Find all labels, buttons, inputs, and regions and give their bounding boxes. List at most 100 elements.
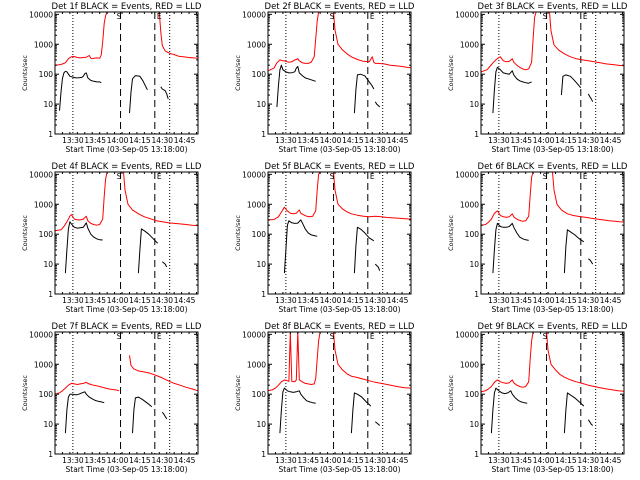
- y-tick-label: 100: [465, 230, 480, 239]
- x-axis-label: Start Time (03-Sep-05 13:18:00): [492, 145, 614, 154]
- x-axis-label: Start Time (03-Sep-05 13:18:00): [492, 465, 614, 474]
- panel-title: Det 4f BLACK = Events, RED = LLD: [52, 162, 202, 172]
- lld-series-line: [129, 355, 199, 392]
- events-series-line: [137, 228, 159, 274]
- x-tick-label: 14:30: [577, 456, 599, 465]
- x-tick-label: 14:45: [387, 136, 409, 145]
- events-series-line: [374, 421, 381, 426]
- start-marker-label: S: [543, 12, 548, 21]
- y-tick-label: 10: [469, 260, 479, 269]
- y-axis-label: Counts/sec: [447, 215, 455, 251]
- y-axis-label: Counts/sec: [234, 375, 242, 411]
- y-tick-label: 1000: [34, 360, 53, 369]
- x-tick-label: 14:15: [555, 456, 577, 465]
- plot-frame: [480, 171, 625, 295]
- x-tick-label: 13:30: [62, 296, 84, 305]
- y-tick-label: 10: [469, 100, 479, 109]
- y-tick-label: 10000: [242, 330, 266, 339]
- end-marker-label: E: [370, 172, 375, 181]
- events-series-line: [374, 101, 381, 108]
- x-tick-label: 14:00: [533, 296, 555, 305]
- lld-series-line: [267, 331, 412, 392]
- plot-frame: [480, 331, 625, 455]
- y-tick-label: 1: [48, 130, 53, 139]
- y-tick-label: 1: [261, 450, 266, 459]
- x-tick-label: 14:00: [320, 456, 342, 465]
- events-series-line: [283, 219, 318, 274]
- x-tick-label: 14:45: [600, 456, 622, 465]
- y-tick-label: 1: [261, 290, 266, 299]
- y-axis-label: Counts/sec: [21, 55, 29, 91]
- x-tick-label: 14:15: [129, 296, 151, 305]
- y-tick-label: 10: [43, 420, 53, 429]
- y-tick-label: 1000: [460, 360, 479, 369]
- x-tick-label: 14:45: [174, 136, 196, 145]
- x-tick-label: 14:15: [555, 136, 577, 145]
- panel-title: Det 6f BLACK = Events, RED = LLD: [478, 162, 628, 172]
- y-tick-label: 10000: [29, 10, 53, 19]
- panel-title: Det 1f BLACK = Events, RED = LLD: [52, 2, 202, 12]
- events-series-line: [161, 411, 168, 420]
- start-marker-label: S: [543, 172, 548, 181]
- y-tick-label: 100: [39, 390, 54, 399]
- x-tick-label: 13:30: [275, 296, 297, 305]
- y-tick-label: 10000: [455, 330, 479, 339]
- x-tick-label: 13:45: [84, 456, 106, 465]
- panel-title: Det 8f BLACK = Events, RED = LLD: [265, 322, 415, 332]
- start-marker-label: S: [117, 172, 122, 181]
- x-tick-label: 14:00: [320, 136, 342, 145]
- y-tick-label: 1000: [247, 40, 266, 49]
- y-tick-label: 10000: [242, 10, 266, 19]
- y-tick-label: 100: [465, 390, 480, 399]
- y-tick-label: 1: [474, 130, 479, 139]
- lld-series-line: [267, 171, 412, 221]
- end-marker-label: E: [583, 332, 588, 341]
- panel-title: Det 7f BLACK = Events, RED = LLD: [52, 322, 202, 332]
- x-tick-label: 14:30: [577, 136, 599, 145]
- end-marker-label: E: [157, 12, 162, 21]
- x-axis-label: Start Time (03-Sep-05 13:18:00): [279, 305, 401, 314]
- events-series-line: [129, 75, 148, 114]
- x-tick-label: 14:45: [600, 296, 622, 305]
- x-tick-label: 14:00: [107, 136, 129, 145]
- y-axis-label: Counts/sec: [21, 215, 29, 251]
- x-tick-label: 14:00: [533, 136, 555, 145]
- x-tick-label: 13:30: [488, 136, 510, 145]
- x-tick-label: 14:00: [533, 456, 555, 465]
- x-axis-label: Start Time (03-Sep-05 13:18:00): [66, 145, 188, 154]
- events-series-line: [161, 261, 168, 268]
- lld-series-line: [54, 381, 120, 395]
- x-tick-label: 13:45: [297, 136, 319, 145]
- y-tick-label: 10: [256, 420, 266, 429]
- panel-title: Det 2f BLACK = Events, RED = LLD: [265, 2, 415, 12]
- x-axis-label: Start Time (03-Sep-05 13:18:00): [279, 145, 401, 154]
- x-tick-label: 13:30: [62, 456, 84, 465]
- y-tick-label: 10: [469, 420, 479, 429]
- x-tick-label: 14:30: [364, 136, 386, 145]
- y-tick-label: 10000: [29, 170, 53, 179]
- y-tick-label: 1000: [34, 200, 53, 209]
- x-tick-label: 13:45: [84, 136, 106, 145]
- y-tick-label: 10000: [455, 10, 479, 19]
- events-series-line: [59, 70, 102, 111]
- end-marker-label: E: [157, 172, 162, 181]
- events-series-line: [492, 66, 532, 114]
- x-tick-label: 14:15: [129, 136, 151, 145]
- x-tick-label: 14:45: [387, 296, 409, 305]
- lld-series-line: [54, 171, 199, 232]
- y-tick-label: 10000: [455, 170, 479, 179]
- x-axis-label: Start Time (03-Sep-05 13:18:00): [279, 465, 401, 474]
- start-marker-label: S: [117, 12, 122, 21]
- y-tick-label: 100: [252, 390, 267, 399]
- events-series-line: [588, 258, 594, 265]
- y-tick-label: 100: [39, 230, 54, 239]
- y-tick-label: 10: [256, 260, 266, 269]
- x-tick-label: 13:45: [84, 296, 106, 305]
- x-axis-label: Start Time (03-Sep-05 13:18:00): [66, 305, 188, 314]
- x-tick-label: 13:30: [275, 136, 297, 145]
